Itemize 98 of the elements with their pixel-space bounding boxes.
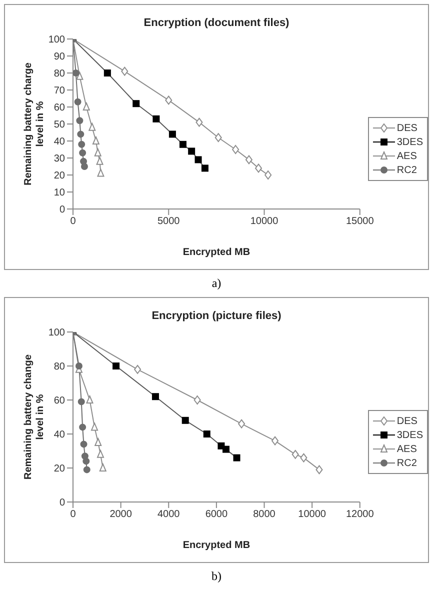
point xyxy=(188,148,196,155)
point xyxy=(104,70,111,76)
point xyxy=(196,118,203,127)
point xyxy=(264,170,272,180)
y-tick-label: 60 xyxy=(54,102,66,114)
legend-label: 3DES xyxy=(396,136,423,148)
point xyxy=(76,72,84,80)
x-tick-label: 0 xyxy=(70,509,76,520)
point xyxy=(75,362,82,370)
y-tick-label: 20 xyxy=(54,170,66,182)
chart-title: Encryption (picture files) xyxy=(150,309,282,322)
point xyxy=(88,122,96,131)
point xyxy=(222,446,230,453)
point xyxy=(255,164,262,173)
point xyxy=(97,168,104,177)
point xyxy=(99,464,106,472)
point xyxy=(92,136,100,144)
point xyxy=(292,450,299,459)
point xyxy=(86,396,94,404)
point xyxy=(203,430,210,438)
x-tick-label: 2000 xyxy=(110,509,132,520)
y-tick-label: 30 xyxy=(54,154,66,165)
point xyxy=(91,422,98,431)
point xyxy=(168,130,176,138)
point xyxy=(316,465,323,474)
point xyxy=(112,362,120,370)
point xyxy=(179,140,186,148)
point xyxy=(79,149,86,156)
point xyxy=(233,454,240,462)
point xyxy=(152,115,160,122)
point xyxy=(80,163,88,170)
point xyxy=(96,156,104,165)
x-tick-label: 0 xyxy=(70,216,76,228)
point xyxy=(134,364,142,374)
point xyxy=(182,416,189,424)
text: a) xyxy=(210,276,222,291)
legend-label: RC2 xyxy=(396,164,417,176)
y-tick-label: 0 xyxy=(59,498,66,509)
point xyxy=(77,130,84,138)
point xyxy=(82,458,90,465)
point xyxy=(80,440,88,448)
x-tick-label: 10000 xyxy=(250,216,279,228)
point xyxy=(132,100,140,108)
point xyxy=(272,436,279,446)
point xyxy=(238,419,246,428)
point xyxy=(300,453,308,462)
x-tick-label: 10000 xyxy=(298,509,326,520)
y-tick-label: 40 xyxy=(54,430,66,441)
y-tick-label: 10 xyxy=(54,188,66,199)
point xyxy=(94,438,102,446)
point xyxy=(201,164,208,172)
point xyxy=(82,102,90,110)
point xyxy=(214,133,222,142)
y-tick-label: 0 xyxy=(59,204,66,216)
text: b) xyxy=(210,569,222,584)
point xyxy=(121,66,128,76)
x-axis-title: Encrypted MB xyxy=(182,540,250,551)
point xyxy=(96,450,104,458)
point xyxy=(165,96,172,105)
y-tick-label: 100 xyxy=(48,328,66,339)
y-tick-label: 50 xyxy=(54,120,66,131)
legend-label: AES xyxy=(396,444,417,454)
x-tick-label: 8000 xyxy=(253,509,276,520)
point xyxy=(83,466,90,474)
point xyxy=(232,145,240,154)
chart-title: Encryption (document files) xyxy=(142,16,290,29)
y-tick-label: 100 xyxy=(48,34,66,46)
y-tick-label: 40 xyxy=(54,136,66,148)
legend-label: DES xyxy=(396,122,418,134)
x-axis-title: Encrypted MB xyxy=(182,247,250,258)
point xyxy=(78,140,86,148)
point xyxy=(76,117,84,124)
point xyxy=(245,155,252,164)
x-tick-label: 5000 xyxy=(158,216,180,228)
legend-label: 3DES xyxy=(396,430,423,440)
y-axis-title: Remaining battery charge level in % xyxy=(23,62,46,186)
point xyxy=(79,424,86,431)
point xyxy=(74,98,82,106)
y-tick-label: 80 xyxy=(54,68,66,80)
y-tick-label: 70 xyxy=(54,86,66,97)
point xyxy=(73,70,80,76)
point xyxy=(94,148,102,156)
legend-label: RC2 xyxy=(396,458,417,468)
x-tick-label: 15000 xyxy=(346,216,374,228)
legend-label: AES xyxy=(396,150,417,162)
x-tick-label: 4000 xyxy=(158,509,180,520)
x-tick-label: 12000 xyxy=(346,509,374,520)
x-tick-label: 6000 xyxy=(205,509,228,520)
point xyxy=(152,393,159,400)
y-tick-label: 90 xyxy=(54,52,66,63)
y-axis-title: Remaining battery change level in % xyxy=(23,354,46,480)
point xyxy=(194,396,201,404)
point xyxy=(78,398,85,406)
legend-label: DES xyxy=(396,416,418,426)
y-tick-label: 60 xyxy=(54,396,66,407)
point xyxy=(194,156,202,164)
y-tick-label: 80 xyxy=(54,362,66,373)
y-tick-label: 20 xyxy=(54,464,66,475)
